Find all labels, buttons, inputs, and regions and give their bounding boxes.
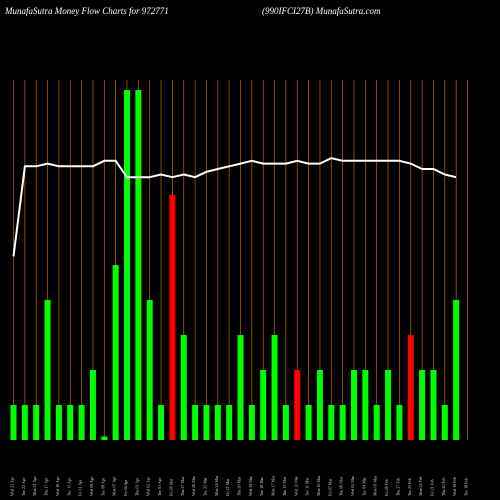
bar — [135, 90, 142, 440]
x-tick-label: Fri 28 Mar — [168, 478, 173, 496]
bar — [226, 405, 233, 440]
bar — [328, 405, 335, 440]
x-tick-label: Tue 01 Apr — [157, 477, 162, 496]
x-tick-label: Mon 24 Mar — [214, 475, 219, 496]
x-tick-label: Tue 08 Apr — [100, 477, 105, 496]
x-tick-label: Fri 07 Mar — [327, 478, 332, 496]
x-tick-label: Tue 22 Apr — [21, 477, 26, 496]
x-tick-label: Mon 10 Mar — [316, 475, 321, 496]
bar — [339, 405, 346, 440]
x-tick-label: Mon 07 Apr — [112, 476, 117, 496]
x-tick-label: Wed 12 Mar — [293, 475, 298, 496]
bar — [373, 405, 380, 440]
bar — [305, 405, 312, 440]
x-tick-label: Tue 25 Mar — [202, 477, 207, 496]
bar — [203, 405, 210, 440]
bar — [124, 90, 130, 440]
x-tick-label: Mon 21 Apr — [32, 476, 37, 496]
bar — [294, 370, 301, 440]
bar — [55, 405, 62, 440]
x-tick-label: Wed 09 Apr — [89, 476, 94, 496]
bar — [67, 405, 74, 440]
bar — [112, 265, 119, 440]
bar — [10, 405, 17, 440]
x-tick-label: Wed 16 Apr — [55, 476, 60, 496]
bar — [441, 405, 448, 440]
bar — [33, 405, 40, 440]
bar — [419, 370, 426, 440]
x-tick-label: Wed 23 Apr — [10, 476, 15, 496]
x-tick-label: Thu 20 Mar — [237, 476, 242, 496]
x-tick-label: Tue 11 Mar — [305, 477, 310, 496]
x-tick-label: Mon 17 Mar — [271, 475, 276, 496]
x-tick-label: Tue 25 Feb — [407, 478, 412, 496]
x-tick-label: Tue 18 Mar — [259, 477, 264, 496]
bar — [146, 300, 153, 440]
x-tick-label: Wed 19 Mar — [248, 475, 253, 496]
bar — [282, 405, 289, 440]
x-tick-label: Mon 03 Mar — [373, 475, 378, 496]
bar — [260, 370, 267, 440]
chart-subtitle: (990IFCI27B) MunafaSutra.com — [262, 6, 381, 16]
bar — [271, 335, 278, 440]
money-flow-line — [12, 157, 457, 257]
bar — [214, 405, 221, 440]
x-tick-label: Thu 27 Feb — [395, 478, 400, 496]
x-tick-label: Tue 18 Feb — [464, 478, 469, 496]
x-tick-label: Thu 20 Feb — [441, 478, 446, 496]
x-tick-label: Fri 21 Mar — [225, 478, 230, 496]
bar — [192, 405, 199, 440]
bar — [316, 370, 323, 440]
x-tick-label: Wed 02 Apr — [146, 476, 151, 496]
bar — [362, 370, 369, 440]
bar — [169, 195, 176, 440]
bar — [78, 405, 85, 440]
bar — [453, 300, 460, 440]
x-tick-label: Fri 28 Feb — [384, 479, 389, 496]
bar — [396, 405, 403, 440]
x-tick-label: Tue 04 Mar — [361, 477, 366, 496]
x-tick-label: Wed 26 Mar — [191, 475, 196, 496]
bar — [385, 370, 392, 440]
bar — [237, 335, 244, 440]
x-tick-label: Fri 21 Feb — [429, 479, 434, 496]
bar — [44, 300, 51, 440]
x-tick-label: Tue 15 Apr — [66, 477, 71, 496]
x-tick-label: Fri 11 Apr — [78, 479, 83, 496]
chart-title: MunafaSutra Money Flow Charts for 972771 — [5, 6, 169, 16]
bar — [430, 370, 437, 440]
x-tick-label: Fri 04 Apr — [123, 479, 128, 496]
bar — [180, 335, 187, 440]
bar — [158, 405, 165, 440]
bar — [21, 405, 28, 440]
bar — [351, 370, 357, 440]
x-tick-label: Wed 19 Feb — [452, 477, 457, 496]
bar — [89, 370, 96, 440]
x-tick-label: Thu 27 Mar — [180, 476, 185, 496]
bar — [407, 335, 414, 440]
x-tick-label: Thu 06 Mar — [339, 476, 344, 496]
x-tick-label: Mon 24 Feb — [418, 476, 423, 496]
x-tick-label: Thu 13 Mar — [282, 476, 287, 496]
x-tick-label: Wed 05 Mar — [350, 475, 355, 496]
x-tick-label: Thu 03 Apr — [134, 477, 139, 496]
bar — [101, 436, 108, 440]
x-tick-label: Thu 17 Apr — [44, 477, 49, 496]
bar — [248, 405, 255, 440]
